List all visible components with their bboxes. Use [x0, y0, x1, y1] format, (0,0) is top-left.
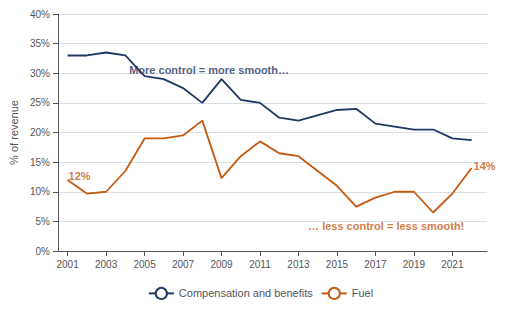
svg-text:2003: 2003	[95, 259, 118, 270]
svg-text:2005: 2005	[133, 259, 156, 270]
svg-text:2009: 2009	[210, 259, 233, 270]
svg-text:25%: 25%	[30, 97, 50, 108]
svg-text:2013: 2013	[287, 259, 310, 270]
svg-text:14%: 14%	[474, 160, 496, 172]
svg-text:2011: 2011	[249, 259, 271, 270]
svg-text:Fuel: Fuel	[352, 287, 373, 299]
svg-text:More control = more smooth…: More control = more smooth…	[129, 64, 289, 76]
svg-text:2021: 2021	[441, 259, 464, 270]
svg-text:2019: 2019	[403, 259, 426, 270]
svg-text:0%: 0%	[36, 246, 51, 257]
svg-text:Compensation and benefits: Compensation and benefits	[179, 287, 313, 299]
svg-text:40%: 40%	[30, 9, 50, 20]
svg-text:30%: 30%	[30, 68, 50, 79]
svg-text:5%: 5%	[36, 216, 51, 227]
svg-text:15%: 15%	[30, 157, 50, 168]
svg-text:2001: 2001	[56, 259, 79, 270]
svg-text:2015: 2015	[326, 259, 349, 270]
svg-text:… less control = less smooth!: … less control = less smooth!	[308, 220, 464, 232]
svg-text:10%: 10%	[30, 186, 50, 197]
svg-text:35%: 35%	[30, 38, 50, 49]
svg-text:2017: 2017	[364, 259, 387, 270]
svg-text:% of revenue: % of revenue	[8, 100, 20, 165]
svg-text:2007: 2007	[172, 259, 195, 270]
svg-text:20%: 20%	[30, 127, 50, 138]
svg-text:12%: 12%	[69, 170, 91, 182]
